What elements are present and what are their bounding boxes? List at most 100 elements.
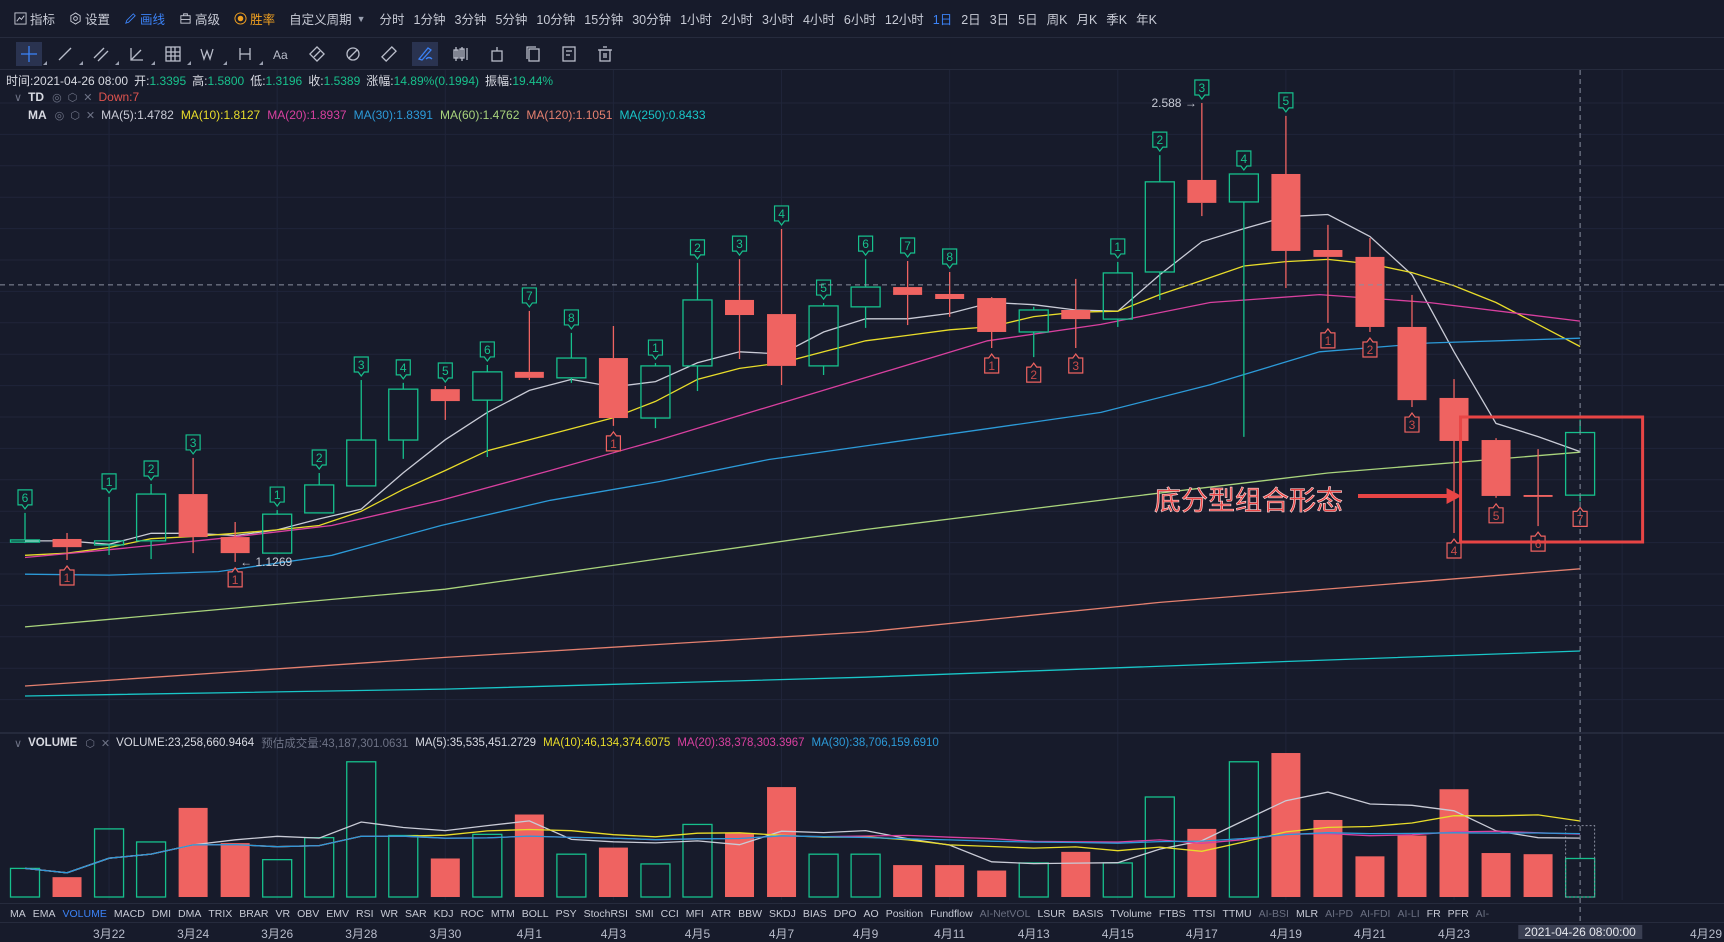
submenu-triangle-icon[interactable]: [115, 60, 119, 65]
indicator-tab-tvolume[interactable]: TVolume: [1110, 907, 1152, 920]
period-tab-季K[interactable]: 季K: [1106, 13, 1128, 27]
period-tab-月K[interactable]: 月K: [1076, 13, 1098, 27]
indicator-tab-bbw[interactable]: BBW: [738, 907, 762, 920]
period-tab-10分钟[interactable]: 10分钟: [536, 13, 576, 27]
indicator-tab-ai-li[interactable]: AI-LI: [1397, 907, 1420, 920]
indicator-tab-ema[interactable]: EMA: [32, 907, 56, 920]
draw-line-button[interactable]: 画线: [124, 9, 165, 28]
indicator-tab-obv[interactable]: OBV: [297, 907, 320, 920]
period-tab-3小时[interactable]: 3小时: [762, 13, 794, 27]
indicator-tab-kdj[interactable]: KDJ: [433, 907, 454, 920]
indicator-tab-volume[interactable]: VOLUME: [62, 907, 107, 920]
edit-tool-button[interactable]: [556, 42, 582, 66]
indicator-tab-mlr[interactable]: MLR: [1295, 907, 1319, 920]
period-tab-4小时[interactable]: 4小时: [802, 13, 835, 27]
indicator-tab-ttmu[interactable]: TTMU: [1222, 907, 1252, 920]
indicator-tab-skdj[interactable]: SKDJ: [768, 907, 796, 920]
indicator-tab-ai-[interactable]: AI-: [1475, 907, 1490, 920]
brush-tool-button[interactable]: [412, 41, 438, 66]
settings-icon[interactable]: ⬡: [67, 91, 78, 104]
indicator-tab-rsi[interactable]: RSI: [356, 907, 374, 920]
eraser-tool-button[interactable]: [304, 42, 330, 66]
copy-tool-button[interactable]: [520, 42, 546, 66]
indicator-tab-trix[interactable]: TRIX: [208, 907, 233, 920]
advanced-button[interactable]: 高级: [179, 9, 220, 28]
indicator-tab-ao[interactable]: AO: [863, 907, 879, 920]
custom-period-dropdown[interactable]: 自定义周期 ▼: [289, 9, 365, 28]
indicator-tab-mtm[interactable]: MTM: [490, 907, 515, 920]
settings-icon[interactable]: ⬡: [70, 109, 80, 122]
grid-tool-button[interactable]: [160, 42, 191, 66]
period-tab-1日[interactable]: 1日: [932, 13, 953, 27]
indicator-tab-mfi[interactable]: MFI: [685, 907, 704, 920]
indicator-tab-ai-netvol[interactable]: AI-NetVOL: [979, 907, 1031, 920]
indicator-tab-ai-fdi[interactable]: AI-FDI: [1360, 907, 1391, 920]
indicator-tab-ai-bsi[interactable]: AI-BSI: [1258, 907, 1289, 920]
indicator-tab-position[interactable]: Position: [885, 907, 924, 920]
indicator-button[interactable]: 指标: [14, 9, 55, 28]
indicator-tab-dmi[interactable]: DMI: [151, 907, 172, 920]
eye-icon[interactable]: ◎: [54, 109, 65, 122]
period-tab-15分钟[interactable]: 15分钟: [584, 13, 624, 27]
collapse-chevron-icon[interactable]: ∨: [14, 91, 23, 104]
indicator-tab-sar[interactable]: SAR: [405, 907, 427, 920]
period-tab-3日[interactable]: 3日: [989, 13, 1010, 27]
indicator-tab-psy[interactable]: PSY: [555, 907, 577, 920]
collapse-chevron-icon[interactable]: ∨: [14, 737, 23, 750]
period-tab-5日[interactable]: 5日: [1018, 13, 1038, 27]
period-tab-分时[interactable]: 分时: [379, 13, 405, 27]
crosshair-tool-button[interactable]: [16, 41, 47, 66]
text-tool-tool-button[interactable]: Aa: [268, 42, 294, 66]
submenu-triangle-icon[interactable]: [187, 60, 191, 65]
period-tab-5分钟[interactable]: 5分钟: [495, 13, 528, 27]
eye-icon[interactable]: ◎: [52, 91, 62, 104]
trash-tool-button[interactable]: [592, 42, 618, 66]
close-icon[interactable]: ✕: [100, 737, 111, 750]
indicator-tab-pfr[interactable]: PFR: [1447, 907, 1469, 920]
magnet-tool-button[interactable]: [340, 42, 366, 66]
parallel-channel-tool-button[interactable]: [88, 42, 119, 66]
indicator-tab-basis[interactable]: BASIS: [1072, 907, 1104, 920]
indicator-tab-macd[interactable]: MACD: [113, 907, 145, 920]
period-tab-6小时[interactable]: 6小时: [843, 13, 876, 27]
indicator-tab-vr[interactable]: VR: [275, 907, 291, 920]
period-tab-12小时[interactable]: 12小时: [884, 13, 924, 27]
indicator-tab-ma[interactable]: MA: [10, 907, 26, 920]
period-tab-2小时[interactable]: 2小时: [721, 13, 754, 27]
indicator-tab-smi[interactable]: SMI: [634, 907, 654, 920]
indicator-tab-wr[interactable]: WR: [380, 907, 399, 920]
lock-tool-button[interactable]: [484, 42, 510, 66]
period-tab-30分钟[interactable]: 30分钟: [632, 13, 672, 27]
submenu-triangle-icon[interactable]: [259, 60, 263, 65]
submenu-triangle-icon[interactable]: [223, 60, 227, 65]
settings-button[interactable]: 设置: [69, 9, 110, 28]
indicator-tab-atr[interactable]: ATR: [710, 907, 732, 920]
indicator-tab-stochrsi[interactable]: StochRSI: [583, 907, 628, 920]
period-tab-年K[interactable]: 年K: [1136, 13, 1157, 27]
period-tab-周K[interactable]: 周K: [1046, 13, 1068, 27]
indicator-tab-boll[interactable]: BOLL: [521, 907, 549, 920]
indicator-tab-lsur[interactable]: LSUR: [1037, 907, 1066, 920]
indicator-tab-fr[interactable]: FR: [1426, 907, 1441, 920]
indicator-tab-roc[interactable]: ROC: [460, 907, 484, 920]
period-tab-1小时[interactable]: 1小时: [680, 13, 713, 27]
indicator-tab-brar[interactable]: BRAR: [239, 907, 269, 920]
period-tab-1分钟[interactable]: 1分钟: [413, 13, 446, 27]
win-rate-button[interactable]: 胜率: [234, 9, 275, 28]
indicator-tab-fundflow[interactable]: Fundflow: [930, 907, 973, 920]
close-icon[interactable]: ✕: [85, 109, 96, 122]
ruler-tool-button[interactable]: [376, 42, 402, 66]
wave-tool-button[interactable]: [196, 42, 227, 66]
candles-tool-button[interactable]: [448, 42, 474, 66]
indicator-tab-bias[interactable]: BIAS: [802, 907, 827, 920]
indicator-tab-cci[interactable]: CCI: [660, 907, 679, 920]
indicator-tab-ai-pd[interactable]: AI-PD: [1325, 907, 1354, 920]
settings-icon[interactable]: ⬡: [85, 737, 95, 750]
indicator-tab-dma[interactable]: DMA: [178, 907, 202, 920]
close-icon[interactable]: ✕: [83, 91, 93, 104]
angle-tool-button[interactable]: [124, 42, 155, 66]
indicator-tab-dpo[interactable]: DPO: [833, 907, 857, 920]
trend-line-tool-button[interactable]: [52, 42, 83, 66]
indicator-tab-ttsi[interactable]: TTSI: [1192, 907, 1216, 920]
